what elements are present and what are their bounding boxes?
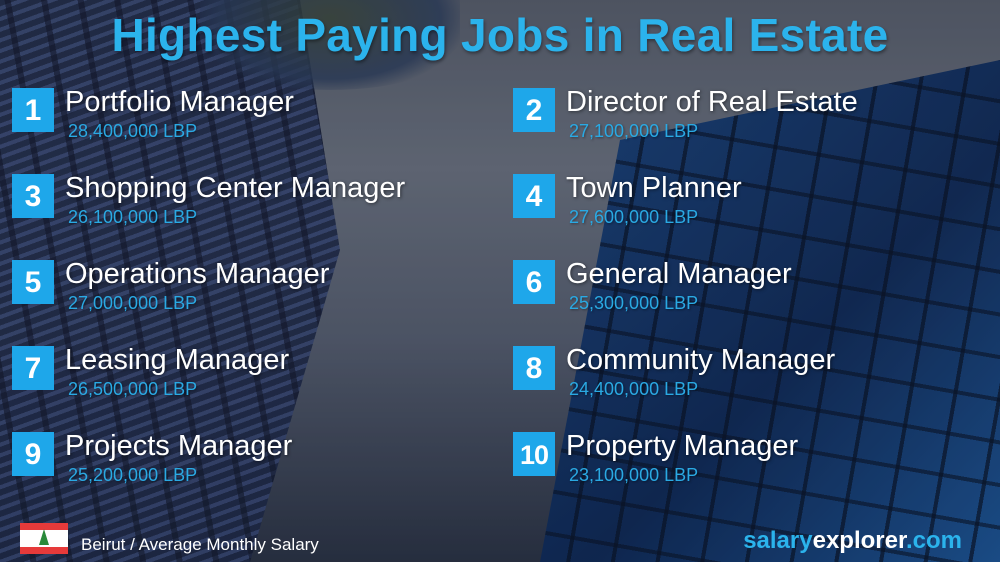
rank-badge: 8 — [513, 346, 555, 390]
rank-badge: 10 — [513, 432, 555, 476]
rank-badge: 1 — [12, 88, 54, 132]
rank-badge: 3 — [12, 174, 54, 218]
job-title: Leasing Manager — [65, 344, 290, 376]
job-item: 1 Portfolio Manager 28,400,000 LBP — [12, 86, 492, 158]
brand-part-explorer: explorer — [812, 527, 906, 554]
brand-part-com: .com — [905, 527, 962, 554]
job-title: Property Manager — [566, 430, 799, 462]
job-title: Town Planner — [566, 172, 742, 204]
tree-bg — [200, 0, 460, 90]
job-salary: 26,500,000 LBP — [68, 379, 198, 399]
job-item: 8 Community Manager 24,400,000 LBP — [513, 344, 993, 416]
rank-badge: 6 — [513, 260, 555, 304]
job-salary: 26,100,000 LBP — [68, 207, 198, 227]
job-item: 3 Shopping Center Manager 26,100,000 LBP — [12, 172, 492, 244]
job-title: Operations Manager — [65, 258, 330, 290]
job-salary: 23,100,000 LBP — [569, 465, 699, 485]
rank-badge: 9 — [12, 432, 54, 476]
job-item: 6 General Manager 25,300,000 LBP — [513, 258, 993, 330]
job-item: 5 Operations Manager 27,000,000 LBP — [12, 258, 492, 330]
job-salary: 28,400,000 LBP — [68, 121, 198, 141]
job-title: Portfolio Manager — [65, 86, 294, 118]
job-title: Projects Manager — [65, 430, 293, 462]
brand-logo[interactable]: salaryexplorer.com — [743, 527, 962, 555]
job-item: 2 Director of Real Estate 27,100,000 LBP — [513, 86, 993, 158]
rank-badge: 5 — [12, 260, 54, 304]
job-item: 9 Projects Manager 25,200,000 LBP — [12, 430, 492, 502]
cedar-icon — [39, 529, 49, 545]
job-salary: 27,100,000 LBP — [569, 121, 699, 141]
job-title: Community Manager — [566, 344, 836, 376]
page-title: Highest Paying Jobs in Real Estate — [111, 9, 889, 61]
job-title: Shopping Center Manager — [65, 172, 406, 204]
lebanon-flag-icon — [20, 523, 68, 554]
rank-badge: 2 — [513, 88, 555, 132]
job-title: Director of Real Estate — [566, 86, 858, 118]
location-label: Beirut / Average Monthly Salary — [81, 535, 319, 554]
job-salary: 24,400,000 LBP — [569, 379, 699, 399]
job-salary: 27,600,000 LBP — [569, 207, 699, 227]
job-item: 7 Leasing Manager 26,500,000 LBP — [12, 344, 492, 416]
rank-badge: 7 — [12, 346, 54, 390]
rank-badge: 4 — [513, 174, 555, 218]
job-item: 10 Property Manager 23,100,000 LBP — [513, 430, 993, 502]
brand-part-salary: salary — [743, 527, 813, 554]
job-title: General Manager — [566, 258, 792, 290]
job-item: 4 Town Planner 27,600,000 LBP — [513, 172, 993, 244]
job-salary: 27,000,000 LBP — [68, 293, 198, 313]
job-salary: 25,300,000 LBP — [569, 293, 699, 313]
job-salary: 25,200,000 LBP — [68, 465, 198, 485]
